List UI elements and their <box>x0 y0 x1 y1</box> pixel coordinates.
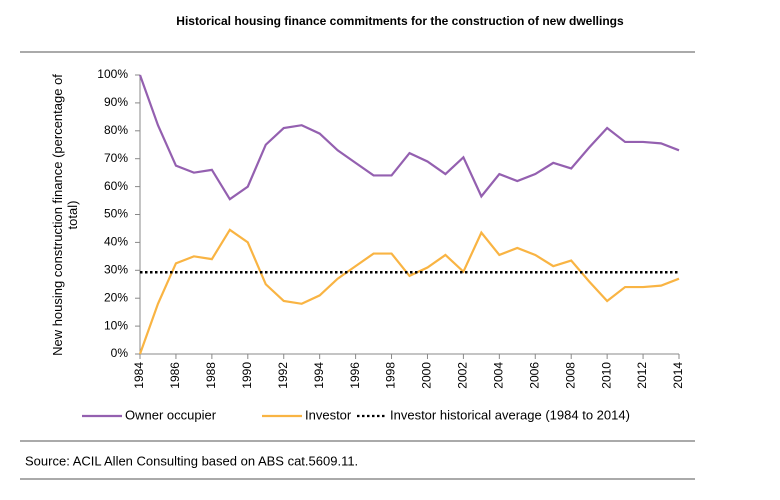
legend-label: Investor <box>305 407 352 422</box>
x-tick-label: 1988 <box>204 362 218 389</box>
y-tick-label: 30% <box>104 262 128 276</box>
x-tick-label: 1998 <box>384 362 398 389</box>
chart-title: Historical housing finance commitments f… <box>176 14 624 28</box>
x-tick-label: 1992 <box>276 362 290 389</box>
y-tick-label: 10% <box>104 318 128 332</box>
y-tick-label: 40% <box>104 235 128 249</box>
x-tick-label: 2008 <box>563 362 577 389</box>
legend-label: Owner occupier <box>125 407 217 422</box>
x-tick-label: 2010 <box>599 362 613 389</box>
x-tick-label: 1984 <box>132 362 146 389</box>
y-tick-label: 100% <box>97 67 128 81</box>
x-tick-label: 2000 <box>420 362 434 389</box>
x-tick-label: 1990 <box>240 362 254 389</box>
series-line <box>138 228 680 355</box>
y-axis-label: New housing construction finance (percen… <box>50 74 80 356</box>
y-tick-label: 20% <box>104 290 128 304</box>
y-tick-label: 80% <box>104 123 128 137</box>
x-tick-label: 2004 <box>492 362 506 389</box>
legend-label: Investor historical average (1984 to 201… <box>390 407 630 422</box>
y-tick-label: 90% <box>104 95 128 109</box>
y-tick-label: 60% <box>104 179 128 193</box>
x-tick-label: 2014 <box>671 362 685 389</box>
x-tick-label: 2002 <box>456 362 470 389</box>
x-tick-label: 1986 <box>168 362 182 389</box>
y-tick-label: 0% <box>111 346 129 360</box>
x-tick-label: 2006 <box>527 362 541 389</box>
x-tick-label: 1994 <box>312 362 326 389</box>
x-tick-label: 1996 <box>348 362 362 389</box>
y-tick-label: 70% <box>104 151 128 165</box>
x-tick-label: 2012 <box>635 362 649 389</box>
y-tick-label: 50% <box>104 207 128 221</box>
series-line <box>138 74 680 201</box>
source: Source: ACIL Allen Consulting based on A… <box>25 453 358 468</box>
